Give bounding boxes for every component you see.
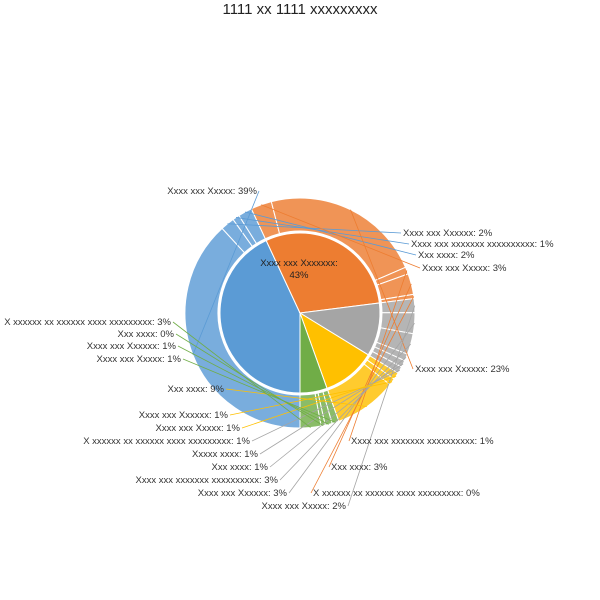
- outer-slice-label-18: Xxxx xxx Xxxxx: 1%: [97, 354, 182, 365]
- outer-slice-label-2: Xxxx xxx xxxxxxx xxxxxxxxxx: 1%: [411, 239, 554, 250]
- outer-slice-label-14: X xxxxxx xx xxxxxx xxxx xxxxxxxxx: 1%: [83, 436, 250, 447]
- outer-slice-label-1: Xxxx xxx Xxxxxx: 2%: [403, 228, 493, 239]
- leader-lines-layer: [172, 190, 421, 507]
- outer-slice-label-10: Xxxx xxx Xxxxxx: 3%: [198, 488, 288, 499]
- outer-slice-label-13: Xxxxx xxxx: 1%: [192, 449, 259, 460]
- inner-slice-4: [299, 312, 328, 394]
- leader-line-0: [192, 190, 260, 355]
- outer-slice-label-6: Xxxx xxx xxxxxxx xxxxxxxxxx: 1%: [351, 436, 494, 447]
- outer-slice-label-7: Xxx xxxx: 3%: [331, 462, 388, 473]
- leader-line-3: [244, 211, 417, 256]
- leader-line-2: [235, 217, 410, 245]
- slices-layer: [184, 197, 416, 429]
- outer-slice-label-21: X xxxxxx xx xxxxxx xxxx xxxxxxxxx: 3%: [4, 317, 171, 328]
- outer-slice-label-17: Xxx xxxx: 9%: [168, 384, 225, 395]
- chart-title: 1111 xx 1111 xxxxxxxxx: [222, 1, 378, 18]
- outer-slice-label-11: Xxxx xxx xxxxxxx xxxxxxxxxx: 3%: [135, 475, 278, 486]
- inner-slice-0: [219, 239, 301, 394]
- leader-line-21: [172, 321, 311, 428]
- outer-slice-label-4: Xxxx xxx Xxxxx: 3%: [422, 263, 507, 274]
- inner-slice-1: [265, 232, 380, 314]
- leader-line-11: [279, 343, 412, 481]
- outer-slice-label-12: Xxx xxxx: 1%: [212, 462, 269, 473]
- leader-line-18: [182, 358, 336, 423]
- leader-line-15: [241, 375, 397, 429]
- outer-slice-label-15: Xxxx xxx Xxxxx: 1%: [156, 423, 241, 434]
- outer-slice-label-3: Xxx xxxx: 2%: [418, 250, 475, 261]
- leader-line-13: [259, 363, 404, 455]
- labels-layer: Xxxx xxx Xxxxxxx: 43% Xxxx xxx Xxxxx: 39% X…: [4, 186, 554, 512]
- leader-line-19: [177, 345, 329, 425]
- leader-line-4: [261, 204, 421, 269]
- leader-line-1: [227, 223, 402, 234]
- leader-line-20: [175, 333, 324, 426]
- outer-slice-label-9: Xxxx xxx Xxxxx: 2%: [262, 501, 347, 512]
- inner-slice-label-0: Xxxx xxx Xxxxxxx: 43%: [260, 258, 338, 281]
- leader-line-6: [348, 270, 408, 442]
- outer-slice-label-5: Xxxx xxx Xxxxxx: 23%: [415, 364, 510, 375]
- outer-slice-label-0: Xxxx xxx Xxxxx: 39%: [167, 186, 257, 197]
- outer-slice-21: [299, 393, 322, 429]
- leader-line-17: [225, 388, 367, 407]
- leader-line-16: [229, 381, 393, 416]
- leader-line-10: [288, 323, 415, 494]
- leader-line-12: [269, 357, 407, 468]
- outer-slice-label-19: Xxxx xxx Xxxxxx: 1%: [87, 341, 177, 352]
- outer-slice-label-8: X xxxxxx xx xxxxxx xxxx xxxxxxxxx: 0%: [313, 488, 480, 499]
- leader-line-7: [328, 283, 412, 468]
- outer-slice-label-16: Xxxx xxx Xxxxxx: 1%: [139, 410, 229, 421]
- outer-slice-label-20: Xxx xxxx: 0%: [118, 329, 175, 340]
- leader-line-14: [251, 369, 401, 442]
- leader-line-9: [347, 305, 416, 507]
